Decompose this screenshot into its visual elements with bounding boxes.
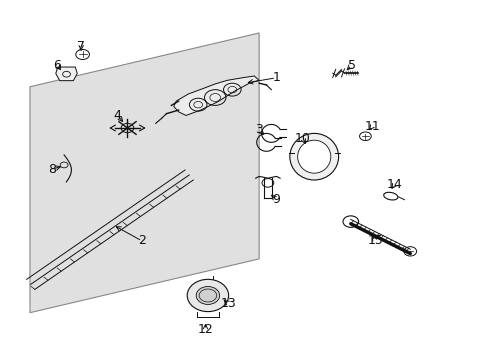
Text: 10: 10 — [294, 132, 310, 145]
Text: 4: 4 — [114, 109, 122, 122]
Text: 2: 2 — [138, 234, 146, 247]
Text: 7: 7 — [77, 40, 85, 53]
Text: 9: 9 — [272, 193, 280, 206]
Text: 15: 15 — [366, 234, 382, 247]
Text: 11: 11 — [364, 120, 379, 133]
Text: 6: 6 — [53, 59, 61, 72]
Polygon shape — [173, 76, 259, 116]
Text: 14: 14 — [386, 178, 402, 191]
Ellipse shape — [289, 134, 338, 180]
Ellipse shape — [187, 279, 228, 312]
Text: 8: 8 — [48, 163, 56, 176]
Text: 13: 13 — [221, 297, 236, 310]
Text: 12: 12 — [197, 323, 213, 336]
Text: 1: 1 — [272, 71, 280, 84]
Text: 3: 3 — [255, 123, 263, 136]
Ellipse shape — [297, 140, 330, 173]
Text: 5: 5 — [347, 59, 355, 72]
Polygon shape — [56, 67, 77, 81]
Ellipse shape — [196, 287, 219, 305]
Polygon shape — [30, 33, 259, 313]
